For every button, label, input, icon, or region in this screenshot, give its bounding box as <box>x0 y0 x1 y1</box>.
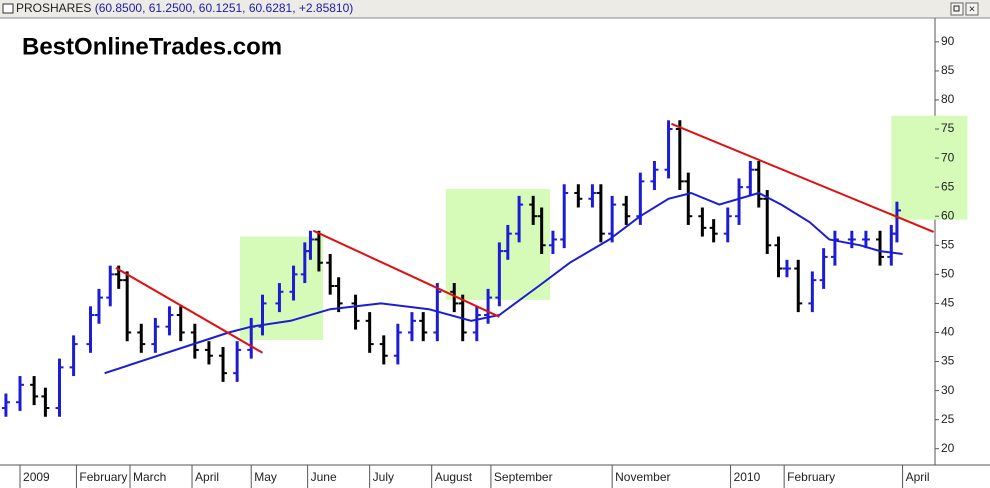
y-tick-label: 85 <box>941 63 955 77</box>
close-button[interactable] <box>965 2 979 16</box>
y-tick-label: 30 <box>941 383 955 397</box>
symbol: PROSHARES <box>16 1 91 15</box>
x-tick-label: March <box>133 470 166 484</box>
x-tick-label: 2009 <box>23 470 50 484</box>
y-tick-label: 60 <box>941 208 955 222</box>
restore-button[interactable] <box>950 2 964 16</box>
x-tick-label: May <box>254 470 277 484</box>
x-tick-label: April <box>906 470 930 484</box>
y-tick-label: 75 <box>941 121 955 135</box>
x-tick-label: February <box>79 470 127 484</box>
x-tick-label: August <box>435 470 473 484</box>
close-glyph: × <box>969 3 975 15</box>
x-tick-label: February <box>787 470 835 484</box>
y-tick-label: 35 <box>941 354 955 368</box>
y-tick-label: 70 <box>941 150 955 164</box>
y-tick-label: 25 <box>941 412 955 426</box>
y-tick-label: 65 <box>941 179 955 193</box>
restore-glyph <box>953 5 960 12</box>
highlight-zone <box>891 115 968 220</box>
y-tick-label: 80 <box>941 92 955 106</box>
window-icon[interactable] <box>2 3 14 14</box>
y-tick-label: 50 <box>941 267 955 281</box>
x-tick-label: November <box>615 470 670 484</box>
x-tick-label: July <box>373 470 394 484</box>
y-tick-label: 40 <box>941 325 955 339</box>
watermark: BestOnlineTrades.com <box>22 33 282 60</box>
y-tick-label: 90 <box>941 34 955 48</box>
moving-average <box>104 191 903 375</box>
x-tick-label: April <box>195 470 219 484</box>
trendline <box>671 122 934 233</box>
y-tick-label: 20 <box>941 441 955 455</box>
title-bar <box>0 0 990 18</box>
trendline <box>115 267 264 354</box>
quote: (60.8500, 61.2500, 60.1251, 60.6281, +2.… <box>95 1 354 15</box>
x-tick-label: September <box>494 470 553 484</box>
title-bar-text: PROSHARES (60.8500, 61.2500, 60.1251, 60… <box>16 1 353 15</box>
y-tick-label: 45 <box>941 296 955 310</box>
x-tick-label: June <box>311 470 337 484</box>
y-tick-label: 55 <box>941 237 955 251</box>
trendline <box>312 229 500 318</box>
x-tick-label: 2010 <box>734 470 761 484</box>
